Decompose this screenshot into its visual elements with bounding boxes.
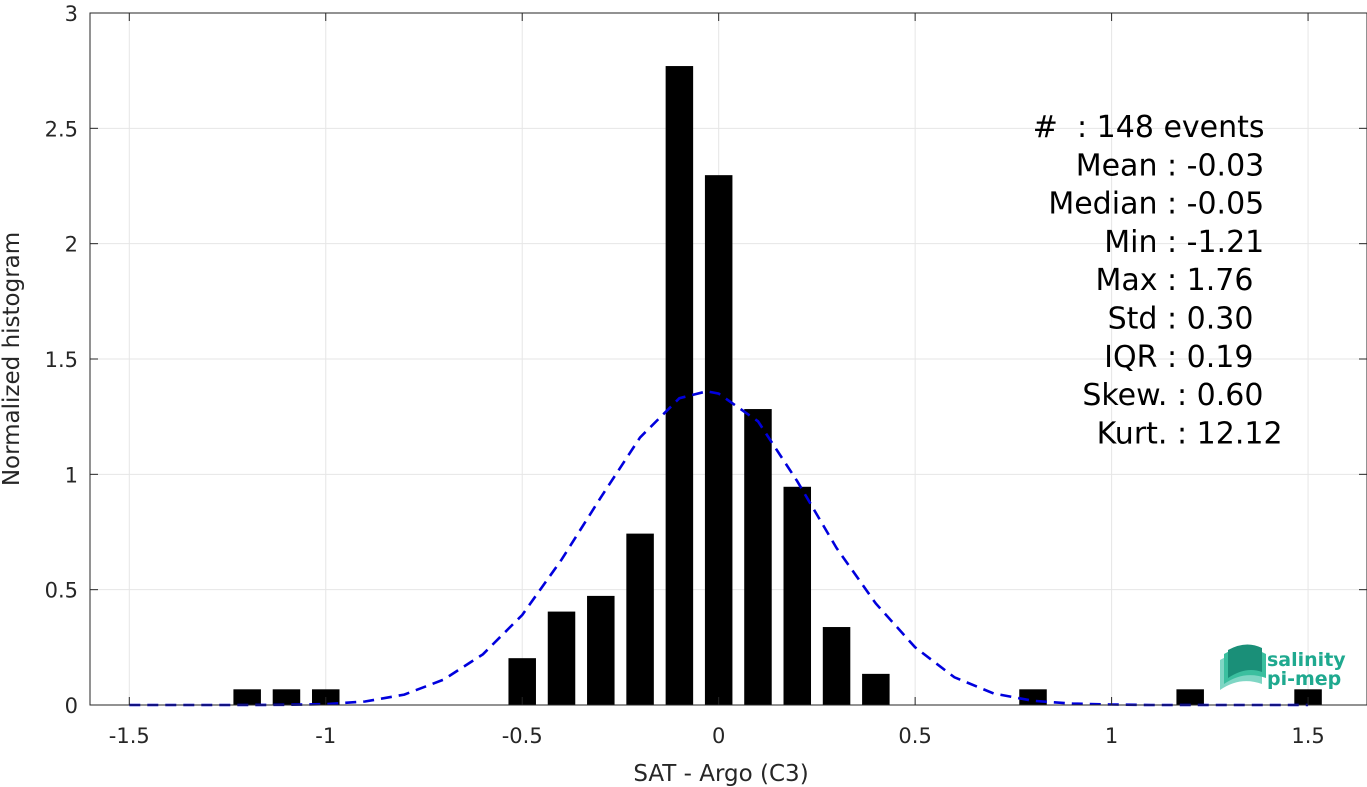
histogram-bar [744, 409, 772, 705]
y-tick-label: 1 [65, 463, 78, 487]
histogram-bar [862, 673, 890, 705]
histogram-bar [233, 689, 261, 705]
histogram-bar [704, 175, 733, 705]
stat-value: : 0.19 [1167, 340, 1253, 375]
y-axis-ticks: 0 0.5 1 1.5 2 2.5 3 [45, 2, 1367, 718]
histogram-bars [233, 66, 1322, 705]
stat-value: : -1.21 [1167, 225, 1264, 260]
y-tick-label: 0 [65, 694, 78, 718]
histogram-bar [547, 611, 576, 705]
histogram-bar [822, 627, 851, 705]
histogram-bar [626, 533, 654, 705]
stat-label: Mean [1076, 148, 1167, 183]
stat-value: : 0.30 [1167, 302, 1253, 337]
x-tick-label: 0 [712, 724, 725, 748]
histogram-bar [783, 486, 812, 705]
x-axis-ticks: -1.5 -1 -0.5 0 0.5 1 1.5 [109, 13, 1325, 748]
histogram-bar [665, 66, 694, 705]
stat-value: : 0.60 [1177, 378, 1263, 413]
histogram-bar [1176, 689, 1204, 705]
stat-label: IQR [1104, 340, 1167, 375]
y-tick-label: 2 [65, 233, 78, 257]
stat-label: Kurt. [1097, 416, 1177, 451]
x-axis-label: SAT - Argo (C3) [633, 761, 808, 787]
x-tick-label: 1 [1105, 724, 1118, 748]
logo-waves-icon [1220, 644, 1266, 690]
histogram-bar [272, 689, 301, 705]
stat-label: Median [1048, 187, 1167, 222]
logo-text-pi-mep: pi-mep [1267, 668, 1341, 690]
y-tick-label: 3 [65, 2, 78, 26]
stat-label: Skew. [1082, 378, 1177, 413]
stat-value: : -0.05 [1167, 187, 1264, 222]
stat-label: Max [1095, 263, 1167, 298]
y-tick-label: 0.5 [45, 579, 78, 603]
x-tick-label: -1 [315, 724, 336, 748]
stat-value: : -0.03 [1167, 148, 1264, 183]
logo-text-salinity: salinity [1267, 649, 1346, 671]
x-tick-label: 0.5 [898, 724, 931, 748]
stat-value: : 148 events [1077, 110, 1265, 145]
y-tick-label: 2.5 [45, 117, 78, 141]
histogram-bar [587, 595, 615, 705]
x-tick-label: -0.5 [502, 724, 543, 748]
salinity-pi-mep-logo: salinity pi-mep [1220, 644, 1346, 690]
x-tick-label: -1.5 [109, 724, 150, 748]
stat-label: Std [1108, 302, 1167, 337]
stat-value: : 1.76 [1167, 263, 1253, 298]
x-tick-label: 1.5 [1291, 724, 1324, 748]
y-tick-label: 1.5 [45, 348, 78, 372]
stat-value: : 12.12 [1177, 416, 1283, 451]
gaussian-fit-curve [129, 389, 1309, 707]
stat-label: Min [1104, 225, 1167, 260]
stat-label: # [1033, 110, 1077, 145]
y-axis-label: Normalized histogram [0, 232, 25, 486]
